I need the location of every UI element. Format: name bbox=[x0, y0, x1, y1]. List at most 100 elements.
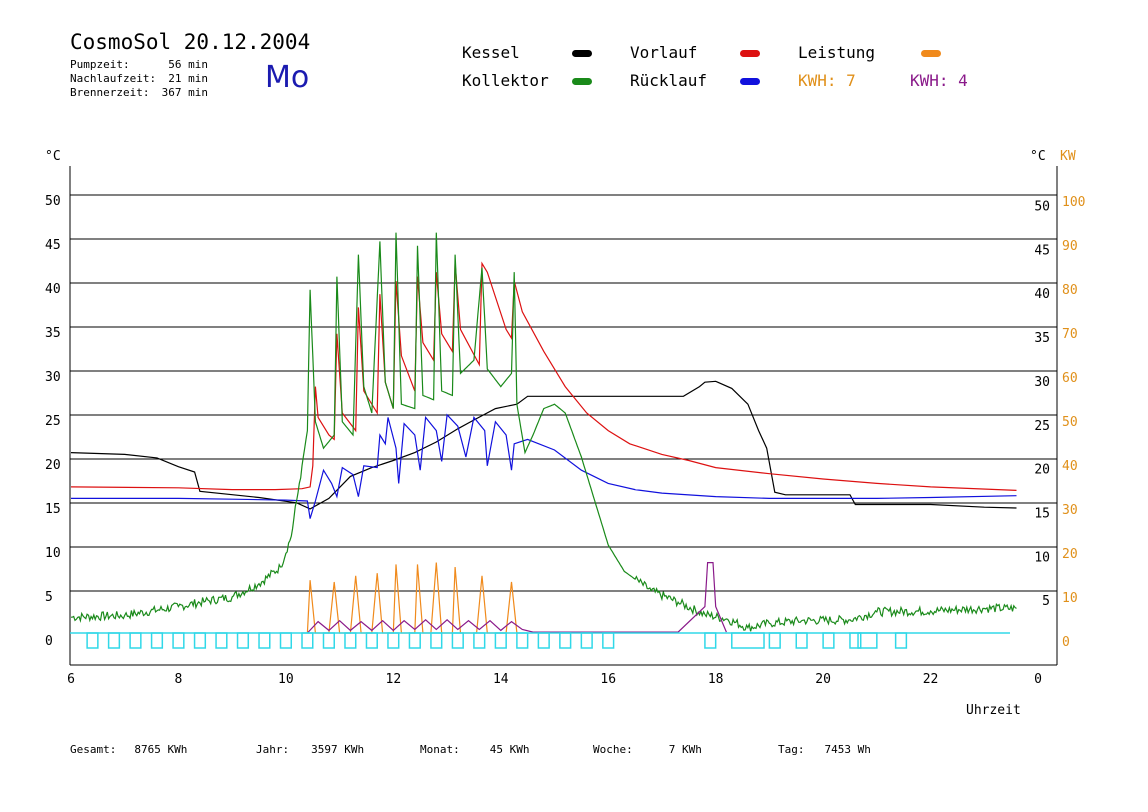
y-tick-kw-0: 0 bbox=[1062, 635, 1070, 650]
x-tick-12: 12 bbox=[386, 672, 402, 687]
y-tick-left-15: 15 bbox=[45, 502, 61, 517]
y-tick-left-45: 45 bbox=[45, 238, 61, 253]
x-tick-16: 16 bbox=[600, 672, 616, 687]
stat-brennerzeit: Brennerzeit: 367 min bbox=[70, 86, 208, 99]
pump-marker-1 bbox=[107, 632, 121, 649]
legend-ruecklauf-label: Rücklauf bbox=[630, 71, 708, 90]
y-tick-left-30: 30 bbox=[45, 370, 61, 385]
series-ruecklauf bbox=[71, 413, 1017, 519]
pump-marker-0 bbox=[86, 632, 99, 649]
y-tick-right-40: 40 bbox=[1034, 287, 1050, 302]
legend-ruecklauf-swatch bbox=[740, 78, 760, 85]
chart-grid bbox=[70, 194, 1057, 592]
pump-marker-15 bbox=[408, 632, 421, 649]
y-tick-kw-80: 80 bbox=[1062, 283, 1078, 298]
series-kollektor bbox=[71, 232, 1017, 632]
pump-marker-8 bbox=[258, 632, 271, 649]
y-tick-left-50: 50 bbox=[45, 194, 61, 209]
footer-woche: Woche: 7 KWh bbox=[593, 743, 702, 756]
y-tick-left-5: 5 bbox=[45, 590, 53, 605]
y-tick-right-15: 15 bbox=[1034, 506, 1050, 521]
legend-kessel-swatch bbox=[572, 50, 592, 57]
x-tick-22: 22 bbox=[923, 672, 939, 687]
legend-kollektor-swatch bbox=[572, 78, 592, 85]
y-tick-right-25: 25 bbox=[1034, 419, 1050, 434]
pump-marker-3 bbox=[150, 632, 164, 649]
y-tick-kw-40: 40 bbox=[1062, 459, 1078, 474]
y-tick-left-10: 10 bbox=[45, 546, 61, 561]
pump-marker-32 bbox=[894, 632, 908, 649]
legend-leistung-swatch bbox=[921, 50, 941, 57]
legend-kessel-label: Kessel bbox=[462, 43, 520, 62]
x-tick-10: 10 bbox=[278, 672, 294, 687]
y-axis-label-right: °C bbox=[1030, 149, 1046, 164]
pump-marker-29 bbox=[822, 632, 835, 649]
pump-marker-13 bbox=[365, 632, 378, 649]
y-tick-right-30: 30 bbox=[1034, 375, 1050, 390]
y-tick-right-50: 50 bbox=[1034, 200, 1050, 215]
x-tick-0: 0 bbox=[1034, 672, 1042, 687]
pump-marker-14 bbox=[387, 632, 400, 649]
pump-marker-7 bbox=[236, 632, 250, 649]
series-brenner bbox=[306, 562, 727, 634]
x-tick-6: 6 bbox=[67, 672, 75, 687]
series-vorlauf bbox=[70, 261, 1017, 491]
pump-marker-17 bbox=[451, 632, 464, 649]
pump-marker-23 bbox=[580, 632, 593, 649]
y-axis-label-kw: KW bbox=[1060, 149, 1076, 164]
y-tick-kw-90: 90 bbox=[1062, 239, 1078, 254]
y-tick-kw-60: 60 bbox=[1062, 371, 1078, 386]
pump-marker-11 bbox=[322, 632, 335, 649]
pump-marker-18 bbox=[473, 632, 486, 649]
legend-kwh-1: KWH: 7 bbox=[798, 71, 856, 90]
y-tick-left-25: 25 bbox=[45, 414, 61, 429]
pump-marker-6 bbox=[215, 632, 228, 649]
x-axis-label: Uhrzeit bbox=[966, 703, 1021, 718]
pump-markers bbox=[70, 632, 1010, 649]
x-tick-18: 18 bbox=[708, 672, 724, 687]
chart-tick-labels: 0 5 10 15 20 25 30 35 40 45 50 5 10 15 20 25 30 35 40 45 50 0… bbox=[45, 149, 1085, 718]
legend-vorlauf-swatch bbox=[740, 50, 760, 57]
y-tick-right-45: 45 bbox=[1034, 243, 1050, 258]
series-kessel bbox=[70, 380, 1017, 510]
pump-marker-16 bbox=[430, 632, 443, 649]
y-tick-left-20: 20 bbox=[45, 458, 61, 473]
x-tick-8: 8 bbox=[175, 672, 183, 687]
pump-marker-24 bbox=[602, 632, 615, 649]
y-tick-kw-70: 70 bbox=[1062, 327, 1078, 342]
y-tick-right-20: 20 bbox=[1034, 463, 1050, 478]
y-tick-kw-30: 30 bbox=[1062, 503, 1078, 518]
pump-marker-27 bbox=[768, 632, 781, 649]
y-tick-kw-50: 50 bbox=[1062, 415, 1078, 430]
pump-marker-19 bbox=[494, 632, 507, 649]
series-leistung bbox=[306, 562, 518, 634]
pump-marker-31 bbox=[857, 632, 878, 649]
y-tick-left-40: 40 bbox=[45, 282, 61, 297]
footer-tag: Tag: 7453 Wh bbox=[778, 743, 871, 756]
pump-marker-30 bbox=[849, 632, 862, 649]
y-tick-left-35: 35 bbox=[45, 326, 61, 341]
pump-marker-28 bbox=[795, 632, 808, 649]
pump-marker-20 bbox=[516, 632, 529, 649]
y-tick-right-35: 35 bbox=[1034, 331, 1050, 346]
footer-monat: Monat: 45 KWh bbox=[420, 743, 530, 756]
chart-title: CosmoSol 20.12.2004 bbox=[70, 30, 311, 54]
y-tick-kw-20: 20 bbox=[1062, 547, 1078, 562]
y-tick-kw-10: 10 bbox=[1062, 591, 1078, 606]
y-tick-left-0: 0 bbox=[45, 634, 53, 649]
footer-jahr: Jahr: 3597 KWh bbox=[256, 743, 365, 756]
pump-marker-26 bbox=[731, 632, 765, 649]
pump-marker-4 bbox=[172, 632, 185, 649]
weekday-label: Mo bbox=[265, 60, 310, 95]
footer-gesamt: Gesamt: 8765 KWh bbox=[70, 743, 188, 756]
pump-marker-22 bbox=[559, 632, 572, 649]
pump-marker-25 bbox=[704, 632, 717, 649]
y-axis-label-left: °C bbox=[45, 149, 61, 164]
x-tick-20: 20 bbox=[815, 672, 831, 687]
chart-axes bbox=[69, 166, 1058, 666]
pump-marker-9 bbox=[279, 632, 293, 649]
y-tick-right-10: 10 bbox=[1034, 550, 1050, 565]
legend-kollektor-label: Kollektor bbox=[462, 71, 549, 90]
pump-marker-5 bbox=[193, 632, 207, 649]
